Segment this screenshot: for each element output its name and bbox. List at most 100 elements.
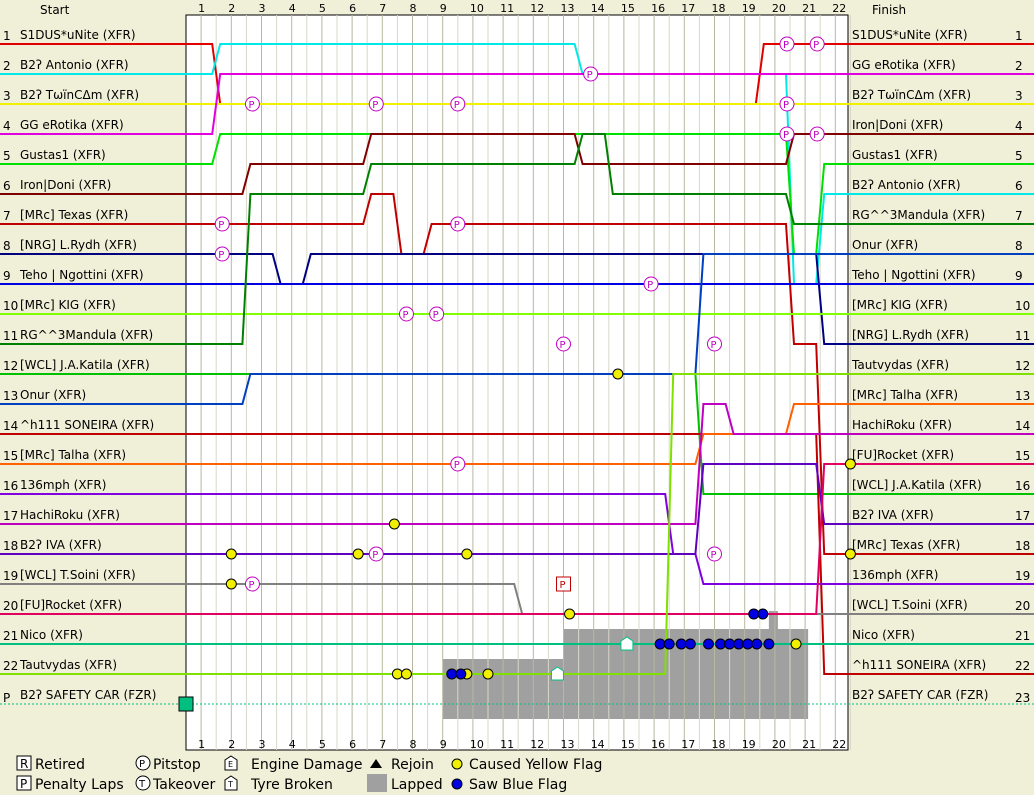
penalty-marker-label: P <box>560 580 566 591</box>
lap-label-top: 16 <box>651 2 665 15</box>
yellow-flag-marker <box>400 668 412 680</box>
pitstop-icon <box>135 755 151 771</box>
blue-flag-marker <box>757 608 769 620</box>
pitstop-marker-label: P <box>813 40 819 51</box>
driver-start-label: 136mph (XFR) <box>20 478 106 492</box>
event-markers: P P P P P P P P P P P P P P P P P P P P P P <box>178 36 856 712</box>
yellow-flag-marker <box>790 638 802 650</box>
driver-finish-label: 136mph (XFR) <box>852 568 938 582</box>
driver-position-line <box>186 193 855 555</box>
grid-lines <box>200 15 851 750</box>
blue-flag-marker <box>663 638 675 650</box>
pitstop-marker <box>244 576 260 592</box>
blue-flag-marker <box>684 638 696 650</box>
lap-label-top: 3 <box>259 2 266 15</box>
lap-label-bottom: 4 <box>289 738 296 751</box>
driver-finish-label: B2ʔ IVA (XFR) <box>852 508 934 522</box>
driver-start-label: Iron|Doni (XFR) <box>20 178 111 192</box>
lap-label-top: 11 <box>500 2 514 15</box>
lap-label-top: 15 <box>621 2 635 15</box>
pitstop-marker-label: P <box>454 460 460 471</box>
pitstop-marker <box>779 126 795 142</box>
pitstop-marker <box>450 96 466 112</box>
engine-damage-icon <box>224 755 238 771</box>
engine-damage-marker <box>620 636 634 651</box>
svg-text:E: E <box>228 760 233 769</box>
driver-start-label: Tautvydas (XFR) <box>19 658 117 672</box>
engine-damage-marker <box>550 666 564 681</box>
position-label-left: 8 <box>3 239 11 253</box>
position-label-right: 1 <box>1015 29 1023 43</box>
pitstop-marker <box>809 126 825 142</box>
lap-label-top: 17 <box>681 2 695 15</box>
pitstop-marker <box>643 276 659 292</box>
yellow-flag-marker <box>225 578 237 590</box>
driver-start-label: B2ʔ Antonio (XFR) <box>20 58 129 72</box>
lap-label-top: 10 <box>470 2 484 15</box>
lap-label-top: 12 <box>530 2 544 15</box>
pitstop-marker <box>450 216 466 232</box>
driver-position-line <box>186 403 855 525</box>
yellow-flag-marker <box>225 548 237 560</box>
position-label-left: 12 <box>3 359 18 373</box>
lap-label-top: 1 <box>198 2 205 15</box>
lap-label-top: 6 <box>349 2 356 15</box>
position-label-right: 21 <box>1015 629 1030 643</box>
driver-finish-label: RG^^3Mandula (XFR) <box>852 208 985 222</box>
position-label-left: 19 <box>3 569 18 583</box>
pitstop-marker <box>214 246 230 262</box>
yellow-flag-marker <box>844 458 856 470</box>
lap-label-bottom: 5 <box>319 738 326 751</box>
driver-finish-label: B2ʔ TωïnCΔm (XFR) <box>852 88 971 102</box>
pitstop-marker-label: P <box>783 100 789 111</box>
pitstop-marker-label: P <box>711 550 717 561</box>
yellow-flag-marker <box>612 368 624 380</box>
driver-start-label: [MRc] Talha (XFR) <box>20 448 126 462</box>
position-label-left: 1 <box>3 29 11 43</box>
lap-label-top: 9 <box>440 2 447 15</box>
driver-position-line <box>186 493 855 585</box>
driver-start-label: [MRc] KIG (XFR) <box>20 298 116 312</box>
penalty-icon <box>16 775 32 791</box>
retired-icon <box>16 755 32 771</box>
pitstop-marker <box>779 96 795 112</box>
position-label-right: 18 <box>1015 539 1030 553</box>
driver-finish-label: [MRc] KIG (XFR) <box>852 298 948 312</box>
driver-position-line <box>186 253 855 405</box>
blue-flag-marker <box>751 638 763 650</box>
blue-flag-marker <box>675 638 687 650</box>
lapped-icon <box>367 774 387 792</box>
blue-flag-icon <box>451 778 463 790</box>
header-start: Start <box>40 3 70 17</box>
lap-label-bottom: 13 <box>561 738 575 751</box>
driver-start-label: ^h111 SONEIRA (XFR) <box>20 418 154 432</box>
driver-start-label: Teho | Ngottini (XFR) <box>19 268 144 282</box>
driver-finish-label: Iron|Doni (XFR) <box>852 118 943 132</box>
safety-car-icon <box>178 696 194 712</box>
lap-label-bottom: 1 <box>198 738 205 751</box>
blue-flag-marker <box>724 638 736 650</box>
blue-flag-marker <box>748 608 760 620</box>
legend-blue-label: Saw Blue Flag <box>469 777 567 793</box>
position-label-right: 13 <box>1015 389 1030 403</box>
position-label-left: 11 <box>3 329 18 343</box>
driver-finish-label: ^h111 SONEIRA (XFR) <box>852 658 986 672</box>
position-label-left: 13 <box>3 389 18 403</box>
position-label-left: 22 <box>3 659 18 673</box>
lap-label-bottom: 2 <box>228 738 235 751</box>
position-label-left: 6 <box>3 179 11 193</box>
lap-label-top: 22 <box>832 2 846 15</box>
lap-label-bottom: 11 <box>500 738 514 751</box>
pitstop-marker-label: P <box>813 130 819 141</box>
plot-area <box>185 14 849 751</box>
legend-pitstop-label: Pitstop <box>153 757 201 773</box>
pitstop-marker-label: P <box>372 550 378 561</box>
legend-yellow-label: Caused Yellow Flag <box>469 757 602 773</box>
driver-finish-label: Tautvydas (XFR) <box>851 358 949 372</box>
pitstop-marker <box>583 66 599 82</box>
driver-start-label: [WCL] J.A.Katila (XFR) <box>20 358 150 372</box>
plot-frame <box>185 14 849 751</box>
legend-tyre: T Tyre Broken <box>224 775 333 793</box>
pitstop-marker-label: P <box>248 580 254 591</box>
position-label-right: 20 <box>1015 599 1030 613</box>
